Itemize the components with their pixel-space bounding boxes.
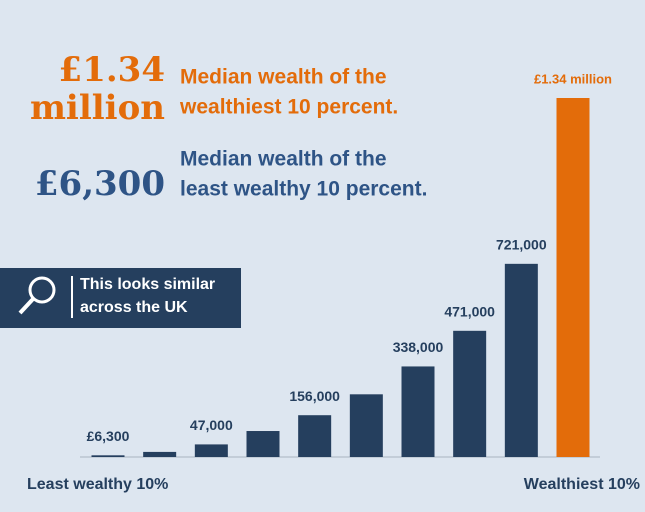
bar (453, 330, 487, 457)
highlight-text: Median wealth of the (180, 148, 387, 171)
value-label: 471,000 (444, 304, 495, 320)
bar (556, 98, 590, 457)
bar (298, 415, 332, 457)
highlight-figure: £1.34 (59, 50, 165, 90)
x-tick-label: Wealthiest 10% (524, 476, 640, 493)
bar (194, 444, 228, 457)
magnifier-icon (28, 276, 56, 304)
highlight-text: Median wealth of the (180, 66, 387, 89)
bar (143, 451, 177, 457)
callout-text: across the UK (80, 299, 188, 316)
value-label: 156,000 (289, 388, 340, 404)
value-label: £6,300 (87, 428, 130, 444)
bar (504, 263, 538, 457)
callout-text: This looks similar (80, 276, 215, 293)
bar (91, 455, 125, 457)
highlight-text: wealthiest 10 percent. (179, 96, 398, 119)
value-label: 721,000 (496, 237, 547, 253)
highlight-figure: million (30, 88, 165, 128)
magnifier-handle (18, 297, 35, 315)
bar (349, 394, 383, 457)
x-tick-label: Least wealthy 10% (27, 476, 168, 493)
bar (246, 431, 280, 457)
value-label: 47,000 (190, 417, 233, 433)
bar (401, 366, 435, 457)
highlight-text: least wealthy 10 percent. (180, 178, 427, 201)
highlight-figure: £6,300 (35, 164, 165, 204)
value-label: £1.34 million (534, 71, 612, 86)
value-label: 338,000 (393, 339, 444, 355)
